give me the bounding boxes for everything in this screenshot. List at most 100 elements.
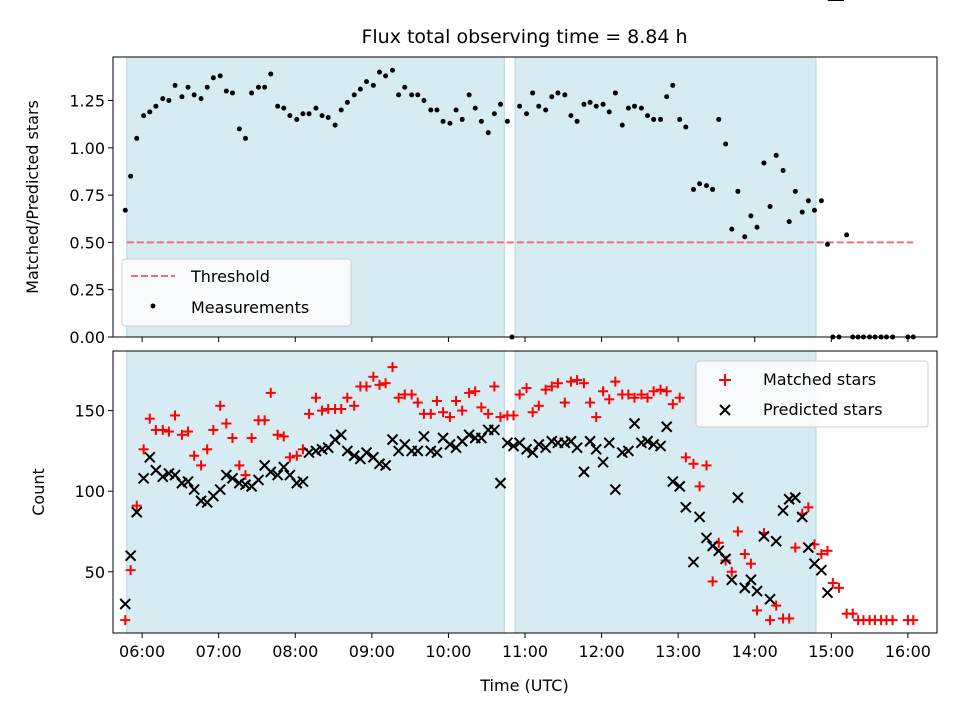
- measurement-point: [670, 82, 676, 88]
- measurement-point: [619, 122, 625, 128]
- shaded-interval: [514, 56, 817, 338]
- measurement-point: [632, 103, 638, 109]
- predicted-star-point: [590, 443, 602, 456]
- predicted-star-point: [278, 461, 290, 473]
- measurement-point: [363, 79, 369, 85]
- matched-star-point: [412, 397, 423, 408]
- measurement-point: [491, 111, 497, 117]
- measurement-point: [651, 116, 657, 122]
- matched-star-point: [629, 392, 640, 403]
- top-legend-box: [121, 258, 352, 327]
- matched-star-point: [489, 381, 500, 392]
- matched-star-point: [457, 405, 468, 416]
- predicted-star-point: [533, 438, 545, 451]
- measurement-point: [664, 94, 670, 100]
- measurement-point: [191, 92, 197, 98]
- measurement-point: [440, 118, 446, 124]
- matched-star-point: [648, 386, 659, 397]
- measurement-point: [434, 107, 440, 113]
- measurement-point: [134, 135, 140, 141]
- predicted-star-point: [501, 437, 514, 449]
- measurement-point: [716, 116, 722, 122]
- measurement-point: [658, 116, 664, 122]
- matched-star-point: [604, 394, 615, 405]
- predicted-star-point: [265, 466, 277, 478]
- x-axis-label: Time (UTC): [479, 676, 568, 695]
- y-tick-label: 0.75: [69, 186, 105, 205]
- measurement-point: [172, 82, 178, 88]
- measurement-point: [281, 105, 287, 111]
- predicted-star-point: [220, 469, 233, 481]
- matched-star-point: [803, 502, 814, 513]
- matched-star-point: [578, 378, 589, 389]
- matched-star-point: [157, 424, 168, 435]
- x-tick-label: 14:00: [732, 642, 778, 661]
- y-tick-label: 1.25: [69, 92, 105, 111]
- x-tick-label: 09:00: [349, 642, 395, 661]
- matched-star-point: [559, 397, 570, 408]
- measurement-point: [761, 160, 767, 166]
- predicted-star-point: [379, 459, 392, 472]
- predicted-star-point: [137, 472, 150, 485]
- measurement-point: [600, 101, 606, 107]
- matched-star-point: [215, 400, 226, 411]
- predicted-star-point: [700, 532, 713, 544]
- matched-star-point: [822, 545, 833, 556]
- matched-star-point: [387, 362, 398, 373]
- matched-star-point: [265, 387, 276, 398]
- measurement-point: [786, 219, 792, 225]
- x-tick-label: 11:00: [502, 642, 548, 661]
- measurement-point: [568, 113, 574, 119]
- matched-star-point: [284, 452, 295, 463]
- y-tick-label: 50: [85, 563, 105, 582]
- x-tick-label: 08:00: [272, 642, 318, 661]
- predicted-star-point: [693, 511, 706, 523]
- predicted-star-point: [444, 438, 456, 451]
- measurement-point: [453, 107, 459, 113]
- matched-star-point: [272, 429, 283, 440]
- measurement-point: [396, 92, 402, 98]
- predicted-star-point: [628, 417, 641, 430]
- predicted-star-point: [494, 477, 507, 489]
- matched-star-point: [425, 408, 436, 419]
- matched-star-point: [336, 404, 347, 415]
- legend-matched-swatch: [719, 374, 731, 386]
- measurement-points: [122, 67, 916, 340]
- x-tick-label: 10:00: [425, 642, 471, 661]
- measurement-point: [300, 111, 306, 117]
- measurement-point: [268, 71, 274, 77]
- measurement-point: [262, 84, 268, 90]
- measurement-point: [141, 113, 147, 119]
- predicted-star-point: [131, 506, 143, 518]
- predicted-star-point: [654, 440, 667, 452]
- matched-star-point: [125, 565, 136, 576]
- matched-star-point: [585, 397, 596, 408]
- matched-star-point: [521, 383, 532, 394]
- matched-star-point: [771, 600, 782, 611]
- matched-star-point: [227, 433, 238, 444]
- legend-measurements-swatch: [150, 303, 156, 309]
- matched-star-point: [674, 392, 685, 403]
- matched-star-point: [610, 376, 621, 387]
- predicted-star-point: [488, 424, 501, 436]
- predicted-star-point: [188, 483, 200, 496]
- matched-star-point: [642, 392, 653, 403]
- measurement-point: [562, 92, 568, 98]
- measurement-point: [319, 113, 325, 119]
- matched-star-point: [176, 429, 187, 440]
- matched-star-point: [790, 542, 801, 553]
- matched-star-point: [661, 386, 672, 397]
- predicted-star-point: [386, 433, 399, 446]
- measurement-point: [344, 99, 350, 105]
- matched-star-point: [765, 615, 776, 626]
- measurement-point: [166, 98, 172, 104]
- predicted-star-point: [252, 474, 265, 486]
- matched-star-point: [527, 407, 538, 418]
- measurement-point: [153, 103, 159, 109]
- predicted-star-point: [687, 556, 700, 568]
- measurement-point: [555, 90, 561, 96]
- measurement-point: [593, 103, 599, 109]
- matched-star-point: [380, 378, 391, 389]
- measurement-point: [606, 109, 612, 115]
- matched-star-point: [444, 412, 455, 423]
